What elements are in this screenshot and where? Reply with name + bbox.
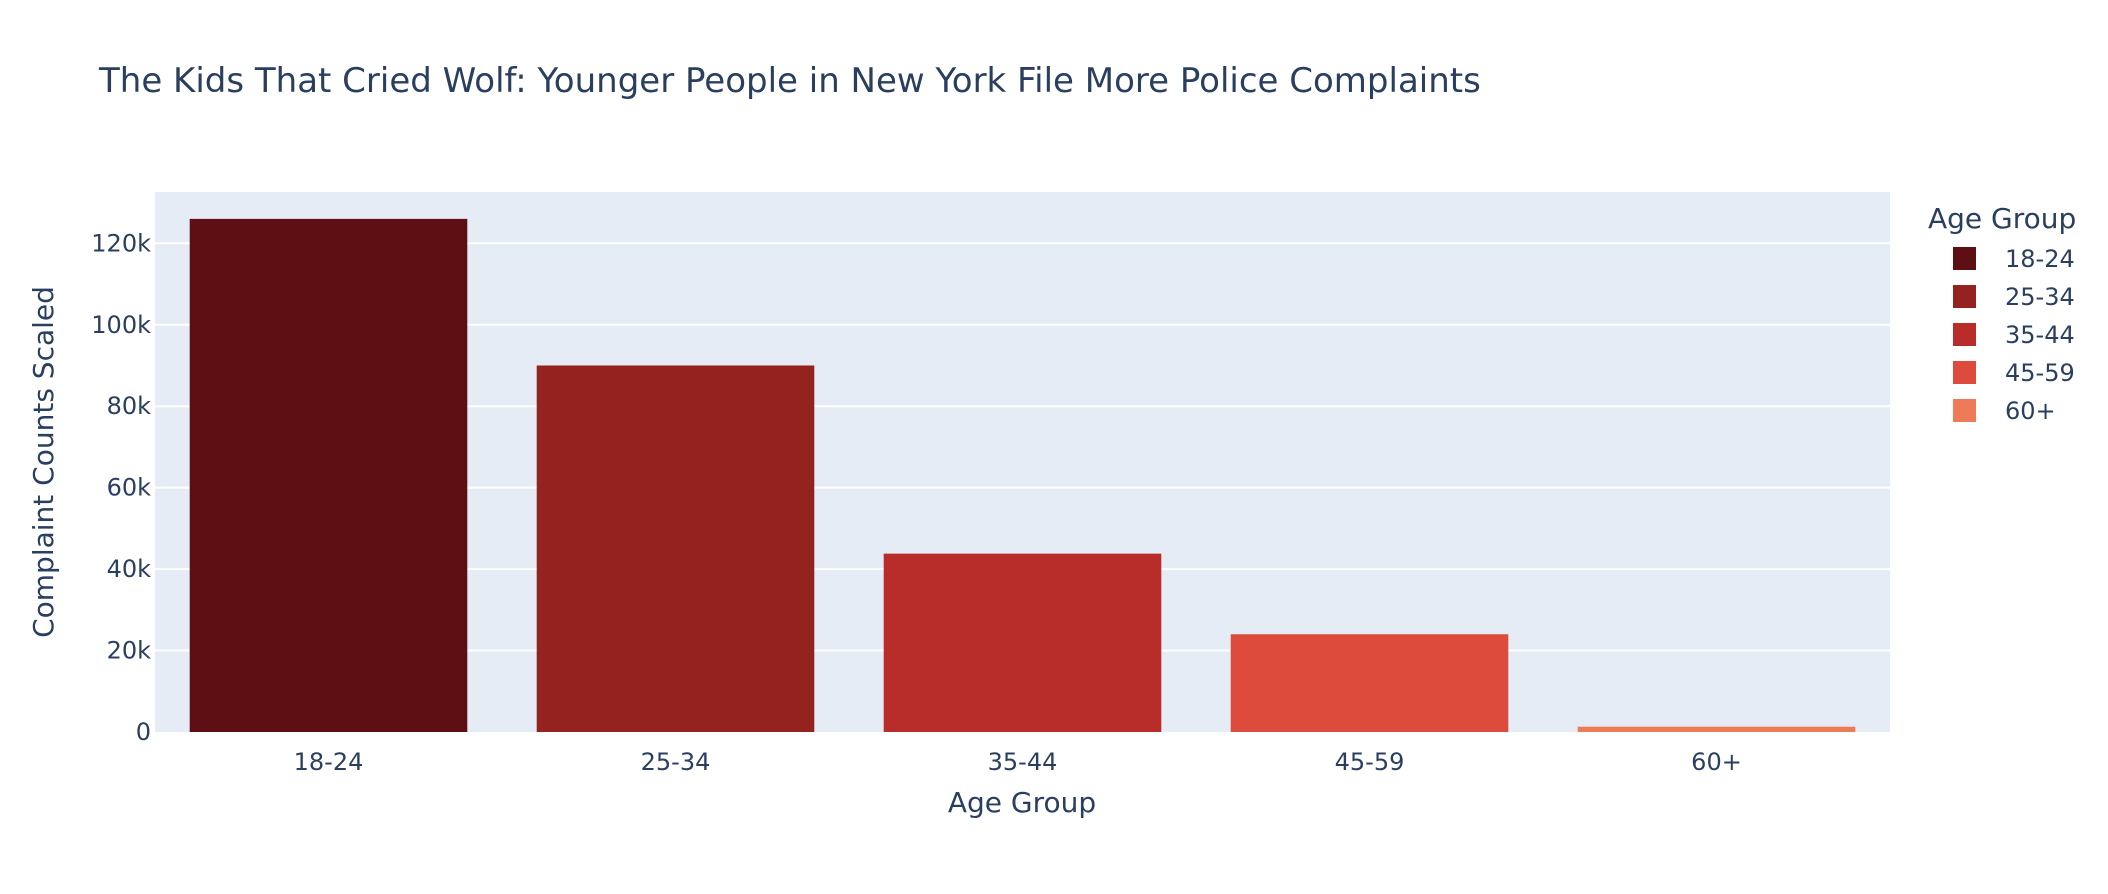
x-tick-label: 45-59 bbox=[1335, 748, 1405, 776]
bars bbox=[189, 218, 1856, 733]
legend-item[interactable]: 18-24 bbox=[1953, 245, 2075, 273]
bar-35-44[interactable] bbox=[883, 553, 1162, 732]
y-tick-label: 60k bbox=[107, 474, 152, 502]
y-tick-labels: 0 20k 40k 60k 80k 100k 120k bbox=[91, 229, 151, 746]
legend-label: 18-24 bbox=[2005, 245, 2075, 273]
legend-swatch bbox=[1953, 323, 1976, 346]
bar-18-24[interactable] bbox=[189, 218, 468, 733]
bar-45-59[interactable] bbox=[1230, 634, 1509, 732]
x-tick-label: 25-34 bbox=[641, 748, 711, 776]
y-tick-label: 80k bbox=[107, 392, 152, 420]
x-tick-labels: 18-24 25-34 35-44 45-59 60+ bbox=[294, 748, 1742, 776]
x-tick-label: 35-44 bbox=[988, 748, 1058, 776]
x-tick-label: 60+ bbox=[1691, 748, 1742, 776]
legend-items: 18-24 25-34 35-44 45-59 60+ bbox=[1953, 245, 2075, 425]
legend-item[interactable]: 35-44 bbox=[1953, 321, 2075, 349]
y-tick-label: 40k bbox=[107, 555, 152, 583]
y-tick-label: 0 bbox=[136, 718, 151, 746]
bar-25-34[interactable] bbox=[536, 365, 815, 732]
legend-label: 25-34 bbox=[2005, 283, 2075, 311]
legend-swatch bbox=[1953, 285, 1976, 308]
legend-label: 60+ bbox=[2005, 397, 2056, 425]
x-axis-title: Age Group bbox=[948, 786, 1096, 819]
legend-item[interactable]: 45-59 bbox=[1953, 359, 2075, 387]
legend-title: Age Group bbox=[1928, 202, 2076, 235]
chart-title: The Kids That Cried Wolf: Younger People… bbox=[98, 61, 1481, 101]
y-axis-title: Complaint Counts Scaled bbox=[27, 286, 60, 638]
legend-item[interactable]: 60+ bbox=[1953, 397, 2056, 425]
legend-item[interactable]: 25-34 bbox=[1953, 283, 2075, 311]
bar-60+[interactable] bbox=[1577, 726, 1856, 732]
legend-swatch bbox=[1953, 399, 1976, 422]
x-tick-label: 18-24 bbox=[294, 748, 364, 776]
legend-swatch bbox=[1953, 247, 1976, 270]
y-tick-label: 100k bbox=[91, 311, 151, 339]
legend-label: 45-59 bbox=[2005, 359, 2075, 387]
legend: Age Group 18-24 25-34 35-44 45-59 60+ bbox=[1928, 202, 2076, 425]
legend-label: 35-44 bbox=[2005, 321, 2075, 349]
y-tick-label: 20k bbox=[107, 637, 152, 665]
legend-swatch bbox=[1953, 361, 1976, 384]
y-tick-label: 120k bbox=[91, 229, 151, 257]
